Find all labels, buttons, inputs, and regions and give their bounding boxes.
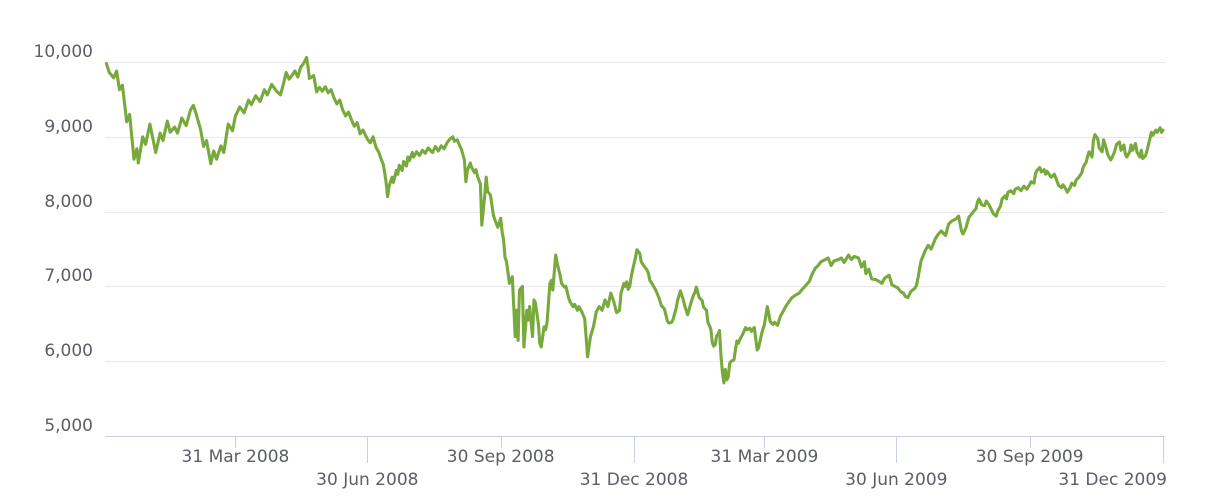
x-axis-label: 30 Jun 2008	[316, 470, 419, 490]
y-axis-label: 10,000	[33, 42, 93, 62]
y-axis-label: 5,000	[44, 416, 93, 436]
x-axis-label: 30 Jun 2009	[845, 470, 948, 490]
x-axis-label: 31 Dec 2009	[1058, 470, 1167, 490]
y-axis-label: 7,000	[44, 266, 93, 287]
y-axis-label: 8,000	[44, 191, 93, 212]
x-axis-label: 31 Mar 2008	[181, 447, 290, 467]
y-axis-label: 9,000	[44, 116, 93, 137]
y-axis-label: 6,000	[44, 341, 93, 362]
x-axis-label: 31 Dec 2008	[579, 470, 689, 490]
x-axis-label: 30 Sep 2008	[446, 447, 555, 467]
x-axis-label: 30 Sep 2009	[975, 447, 1084, 467]
x-axis-label: 31 Mar 2009	[710, 447, 819, 467]
price-line	[104, 55, 1165, 385]
